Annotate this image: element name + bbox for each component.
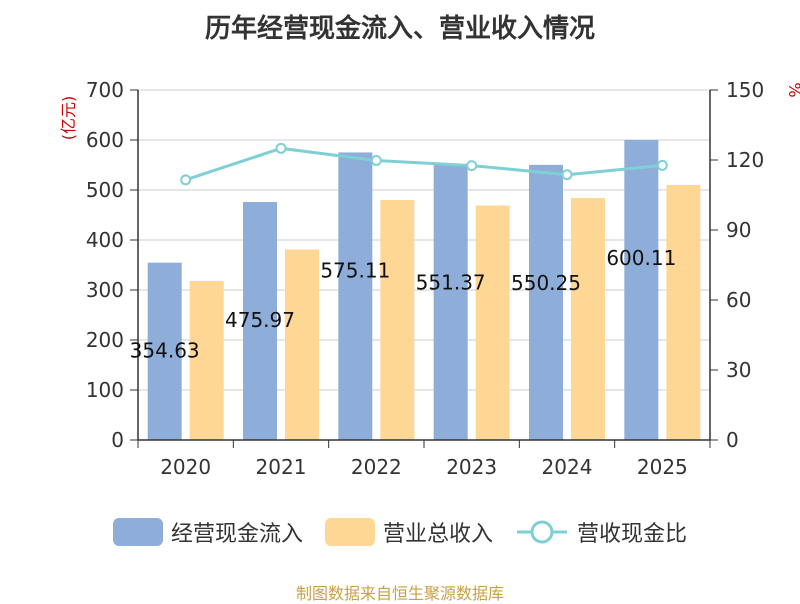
- legend-label-cash-inflow: 经营现金流入: [170, 522, 303, 547]
- y-left-tick-label: 500: [86, 178, 124, 202]
- y-left-tick-label: 600: [86, 128, 124, 152]
- legend-item-cash-inflow[interactable]: 经营现金流入: [112, 516, 303, 548]
- legend-item-revenue[interactable]: 营业总收入: [324, 516, 493, 548]
- legend-swatch-cash-inflow: [112, 518, 163, 546]
- point-revenue-cash-ratio: [656, 159, 668, 171]
- point-revenue-cash-ratio: [275, 142, 287, 154]
- data-label-cash-inflow: 354.63: [130, 339, 200, 363]
- y-right-tick-label: 90: [726, 218, 751, 242]
- data-label-cash-inflow: 575.11: [320, 258, 390, 282]
- chart-plot: 0 100 200 300 400 500 600 700 0 30 60 90 120 150 (亿元)%…: [59, 78, 800, 479]
- x-tick-label: 2022: [351, 455, 402, 479]
- bar-revenue: [285, 249, 319, 440]
- y-right-tick-label: 150: [726, 78, 764, 102]
- bar-revenue: [189, 281, 224, 440]
- point-revenue-cash-ratio: [370, 154, 382, 166]
- point-revenue-cash-ratio: [561, 169, 573, 181]
- bar-revenue: [380, 200, 415, 440]
- x-tick-label: 2020: [160, 455, 211, 479]
- y-left-tick-label: 200: [86, 328, 124, 352]
- bar-cash-inflow: [624, 139, 659, 440]
- bar-cash-inflow: [338, 152, 373, 440]
- x-tick-label: 2021: [256, 455, 307, 479]
- point-revenue-cash-ratio: [466, 160, 478, 172]
- bar-cash-inflow: [433, 164, 468, 440]
- y-left-tick-label: 700: [86, 78, 124, 102]
- legend-swatch-revenue: [324, 518, 375, 546]
- y-left-tick-label: 400: [86, 228, 124, 252]
- line-revenue-cash-ratio: [185, 146, 663, 182]
- y-left-tick-label: 100: [86, 378, 124, 402]
- bar-revenue: [666, 185, 701, 440]
- x-tick-label: 2023: [446, 455, 497, 479]
- y-right-tick-label: 120: [726, 148, 764, 172]
- legend-item-ratio[interactable]: 营收现金比: [515, 516, 687, 548]
- x-tick-label: 2024: [542, 455, 593, 479]
- bar-cash-inflow: [147, 262, 182, 440]
- y-left-tick-label: 0: [111, 428, 124, 452]
- data-label-cash-inflow: 550.25: [511, 271, 581, 295]
- point-revenue-cash-ratio: [180, 174, 192, 186]
- chart-title: 历年经营现金流入、营业收入情况: [204, 14, 595, 44]
- y-right-tick-label: 60: [726, 288, 751, 312]
- bar-revenue: [571, 198, 605, 440]
- legend-line-marker: [517, 520, 567, 544]
- legend-label-ratio: 营收现金比: [577, 522, 688, 547]
- y-left-unit-label: (亿元): [59, 96, 78, 141]
- bar-revenue: [475, 205, 510, 440]
- y-right-tick-label: 30: [726, 358, 751, 382]
- x-tick-label: 2025: [637, 455, 688, 479]
- data-label-cash-inflow: 600.11: [606, 246, 676, 270]
- y-right-tick-label: 0: [726, 428, 739, 452]
- bar-cash-inflow: [529, 164, 563, 440]
- data-label-cash-inflow: 551.37: [416, 270, 486, 294]
- source-footer: 制图数据来自恒生聚源数据库: [295, 584, 504, 603]
- bar-cash-inflow: [243, 202, 277, 440]
- chart-legend: 经营现金流入 营业总收入 营收现金比: [0, 516, 800, 548]
- y-left-tick-label: 300: [86, 278, 124, 302]
- y-right-unit-label: %: [785, 82, 800, 97]
- data-label-cash-inflow: 475.97: [225, 308, 295, 332]
- legend-label-revenue: 营业总收入: [382, 522, 493, 547]
